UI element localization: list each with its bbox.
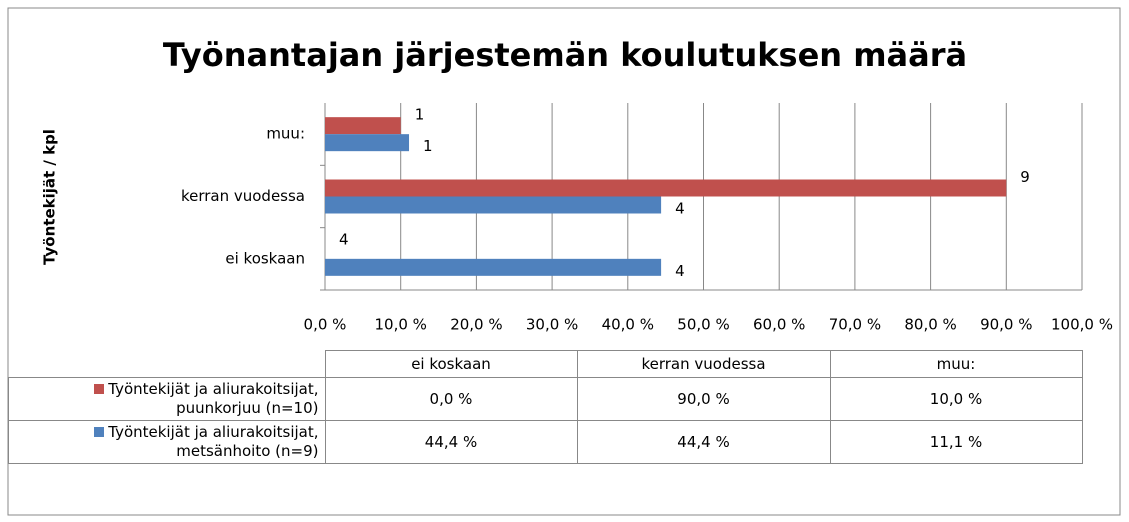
table-cell: 11,1 % <box>829 420 1083 464</box>
y-tick-label: kerran vuodessa <box>181 187 305 205</box>
x-tick-label: 90,0 % <box>980 316 1032 334</box>
data-label: 4 <box>339 230 349 248</box>
empty-cell <box>8 350 326 378</box>
y-tick-label: ei koskaan <box>225 249 305 267</box>
x-tick-label: 60,0 % <box>753 316 805 334</box>
data-label: 1 <box>423 137 433 155</box>
x-tick-label: 100,0 % <box>1051 316 1113 334</box>
bar <box>325 179 1007 197</box>
x-tick-label: 80,0 % <box>904 316 956 334</box>
legend-key <box>94 427 105 437</box>
y-axis-label: Työntekijät / kpl <box>41 129 59 265</box>
table-cell: 0,0 % <box>324 377 578 421</box>
x-tick-label: 50,0 % <box>677 316 729 334</box>
x-tick-label: 30,0 % <box>526 316 578 334</box>
data-label: 4 <box>675 262 685 280</box>
y-tick-label: muu: <box>266 125 305 143</box>
table-cell: 90,0 % <box>576 377 831 421</box>
column-header: muu: <box>829 350 1083 378</box>
x-tick-label: 40,0 % <box>602 316 654 334</box>
data-label: 9 <box>1020 168 1030 186</box>
table-cell: 10,0 % <box>829 377 1083 421</box>
table-cell: 44,4 % <box>324 420 578 464</box>
bar <box>325 258 662 276</box>
table-cell: 44,4 % <box>576 420 831 464</box>
legend-label: Työntekijät ja aliurakoitsijat, metsänho… <box>108 423 319 460</box>
column-header: ei koskaan <box>324 350 578 378</box>
bar <box>325 117 401 135</box>
data-label: 1 <box>415 106 425 124</box>
x-tick-label: 70,0 % <box>829 316 881 334</box>
chart-title: Työnantajan järjestemän koulutuksen määr… <box>163 36 967 74</box>
data-label: 4 <box>675 200 685 218</box>
x-tick-label: 10,0 % <box>374 316 426 334</box>
row-header: Työntekijät ja aliurakoitsijat, puunkorj… <box>8 377 326 421</box>
legend-label: Työntekijät ja aliurakoitsijat, puunkorj… <box>108 380 319 417</box>
x-tick-label: 20,0 % <box>450 316 502 334</box>
column-header: kerran vuodessa <box>576 350 831 378</box>
row-header: Työntekijät ja aliurakoitsijat, metsänho… <box>8 420 326 464</box>
bar <box>325 196 662 214</box>
data-table: ei koskaan kerran vuodessa muu: Työnteki… <box>8 350 1083 464</box>
chart-border <box>7 7 1121 516</box>
legend-key <box>94 384 105 394</box>
bar <box>325 134 410 152</box>
x-tick-label: 0,0 % <box>304 316 347 334</box>
